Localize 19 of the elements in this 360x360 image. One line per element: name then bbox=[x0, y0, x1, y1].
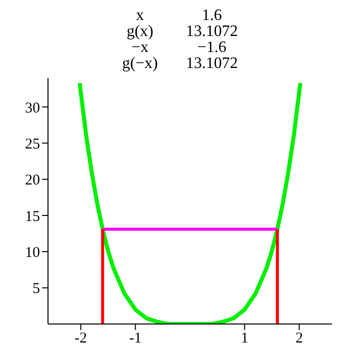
y-tick-label: 15 bbox=[25, 208, 40, 225]
y-tick-label: 30 bbox=[25, 100, 40, 116]
text: g(−x) bbox=[121, 55, 159, 72]
y-tick-label: 10 bbox=[25, 244, 40, 261]
text: x bbox=[135, 7, 145, 24]
text: −x bbox=[131, 39, 149, 56]
text: 13.1072 bbox=[184, 23, 239, 40]
x-tick-label: 2 bbox=[295, 330, 303, 347]
x-tick-label: 1 bbox=[240, 330, 248, 347]
text: 1.6 bbox=[200, 7, 223, 24]
x-tick-label: -1 bbox=[129, 330, 142, 347]
y-tick-label: 5 bbox=[32, 281, 40, 298]
x-tick-label: -2 bbox=[74, 330, 88, 347]
y-tick-label: 20 bbox=[25, 172, 40, 189]
y-tick-label: 25 bbox=[25, 136, 40, 152]
text: 13.1072 bbox=[184, 55, 239, 72]
text: g(x) bbox=[126, 23, 154, 40]
line-series bbox=[78, 81, 302, 324]
text: −1.6 bbox=[196, 39, 228, 56]
